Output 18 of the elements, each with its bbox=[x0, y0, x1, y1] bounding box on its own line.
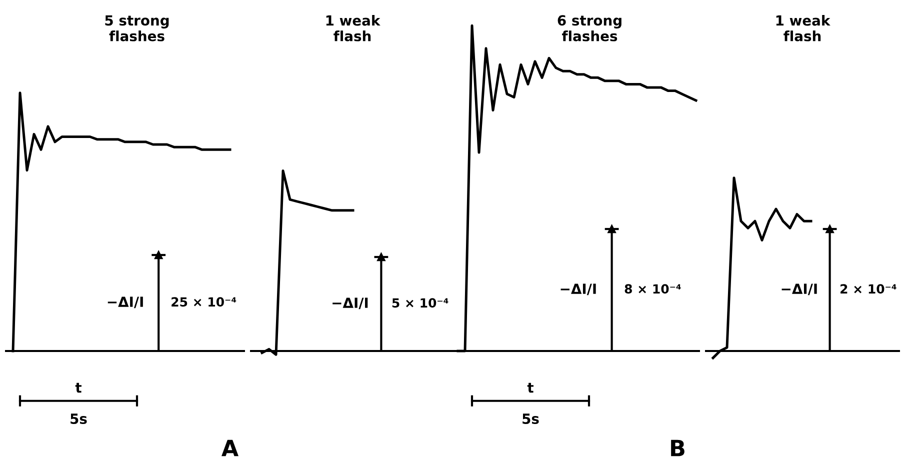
x-axis-title: t bbox=[75, 382, 82, 393]
annotation: 25 × 10⁻⁴ bbox=[172, 297, 236, 307]
chart-title: 5 strong flashes bbox=[105, 15, 169, 42]
chart-title: 6 strong flashes bbox=[558, 15, 622, 42]
text: 5s bbox=[70, 414, 87, 424]
y-axis-title: −ΔI/I bbox=[782, 284, 817, 296]
chart-title: 1 weak flash bbox=[326, 15, 380, 42]
y-axis-title: −ΔI/I bbox=[560, 284, 596, 296]
x-axis-title: t bbox=[527, 382, 534, 393]
text: 2 × 10⁻⁴ bbox=[840, 284, 896, 294]
annotation: 8 × 10⁻⁴ bbox=[624, 284, 681, 294]
y-axis-title: −ΔI/I bbox=[332, 298, 368, 310]
chart-title: 1 weak flash bbox=[776, 15, 830, 42]
text: A bbox=[222, 440, 238, 456]
y-axis-title: −ΔI/I bbox=[108, 296, 143, 308]
text: 5s bbox=[522, 414, 539, 424]
text: B bbox=[671, 440, 684, 456]
text: 5 × 10⁻⁴ bbox=[392, 298, 448, 308]
